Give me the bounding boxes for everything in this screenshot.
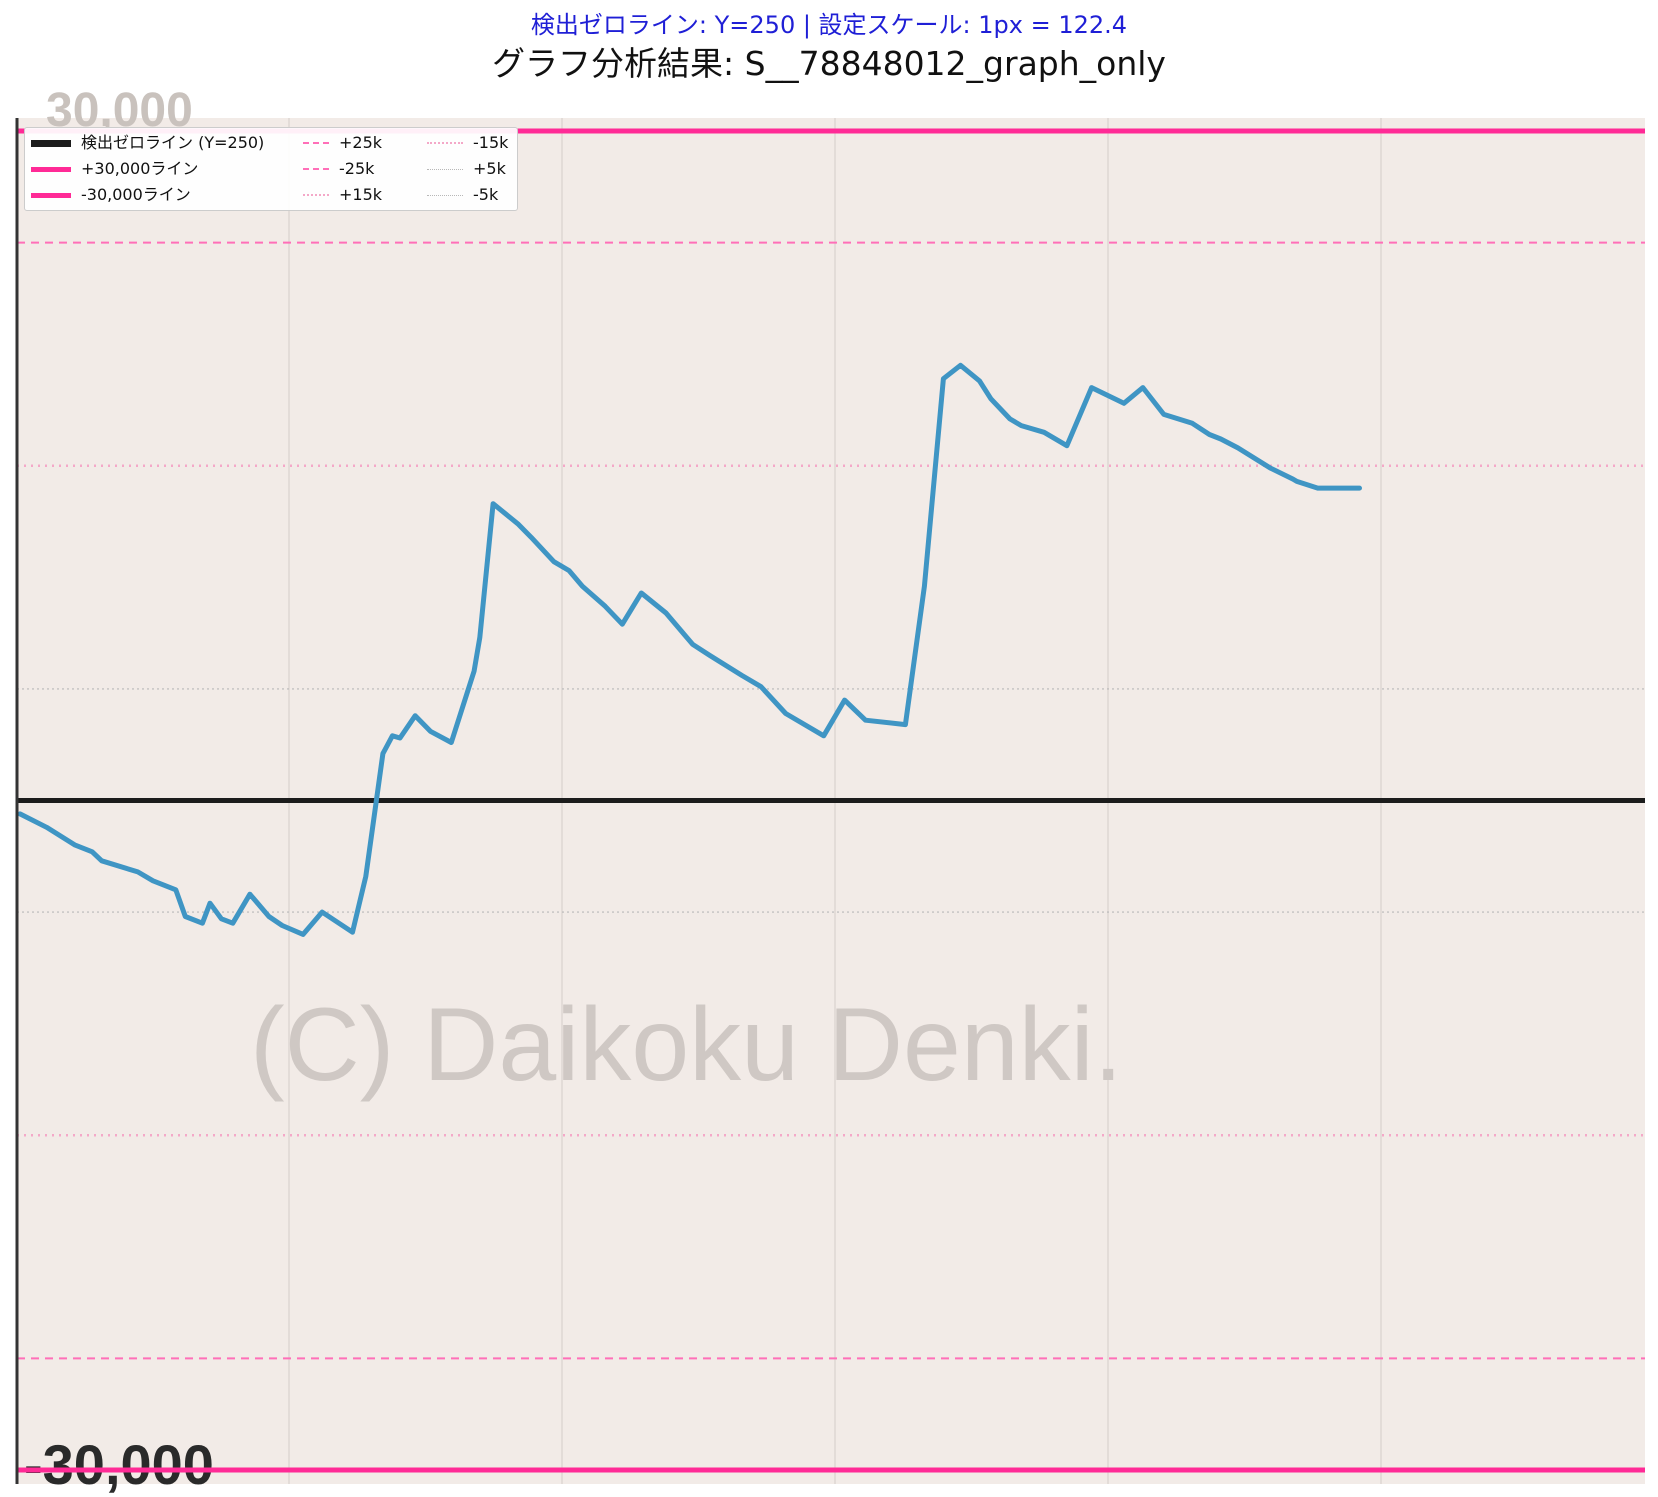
legend-item: +15k <box>303 184 382 206</box>
watermark-text: (C) Daikoku Denki. <box>250 987 1123 1103</box>
legend-swatch <box>31 166 71 172</box>
legend-item: -15k <box>427 132 508 154</box>
legend-swatch <box>303 142 329 144</box>
legend-swatch <box>427 168 463 170</box>
legend-swatch <box>31 139 71 147</box>
legend-label: +15k <box>339 185 383 204</box>
legend-label: -30,000ライン <box>81 185 191 204</box>
reference-lines <box>17 128 1645 1473</box>
legend-swatch <box>303 194 329 196</box>
legend-label: -15k <box>473 133 509 152</box>
legend-swatch <box>427 194 463 196</box>
series-layer <box>17 362 1362 937</box>
legend-label: +25k <box>339 133 383 152</box>
chart-title: グラフ分析結果: S__78848012_graph_only <box>492 44 1166 83</box>
legend: 検出ゼロライン (Y=250) +30,000ライン -30,000ライン +25k -… <box>24 127 518 211</box>
y-axis-bottom-label: -30,000 <box>24 1433 214 1496</box>
legend-label: -25k <box>339 159 375 178</box>
legend-item: -30,000ライン <box>31 184 191 206</box>
legend-swatch <box>303 168 329 170</box>
legend-swatch <box>31 192 71 198</box>
series-line-1 <box>17 362 1362 937</box>
legend-label: +30,000ライン <box>81 159 199 178</box>
legend-swatch <box>427 142 463 144</box>
legend-item: +5k <box>427 158 506 180</box>
legend-label: +5k <box>473 159 506 178</box>
legend-label: -5k <box>473 185 499 204</box>
legend-item: -25k <box>303 158 374 180</box>
chart-subtitle: 検出ゼロライン: Y=250 | 設定スケール: 1px = 122.4 <box>530 11 1128 39</box>
legend-item: -5k <box>427 184 498 206</box>
legend-label: 検出ゼロライン (Y=250) <box>81 133 265 152</box>
legend-item: 検出ゼロライン (Y=250) <box>31 132 264 154</box>
legend-item: +25k <box>303 132 382 154</box>
legend-item: +30,000ライン <box>31 158 198 180</box>
